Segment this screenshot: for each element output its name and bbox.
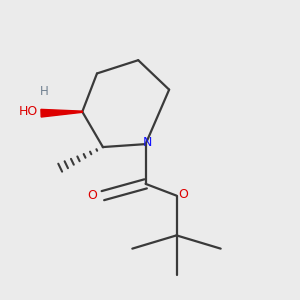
Text: O: O [178,188,188,201]
Text: O: O [88,189,98,202]
Text: N: N [142,136,152,149]
Text: HO: HO [19,105,38,118]
Text: H: H [40,85,48,98]
Polygon shape [41,110,82,117]
